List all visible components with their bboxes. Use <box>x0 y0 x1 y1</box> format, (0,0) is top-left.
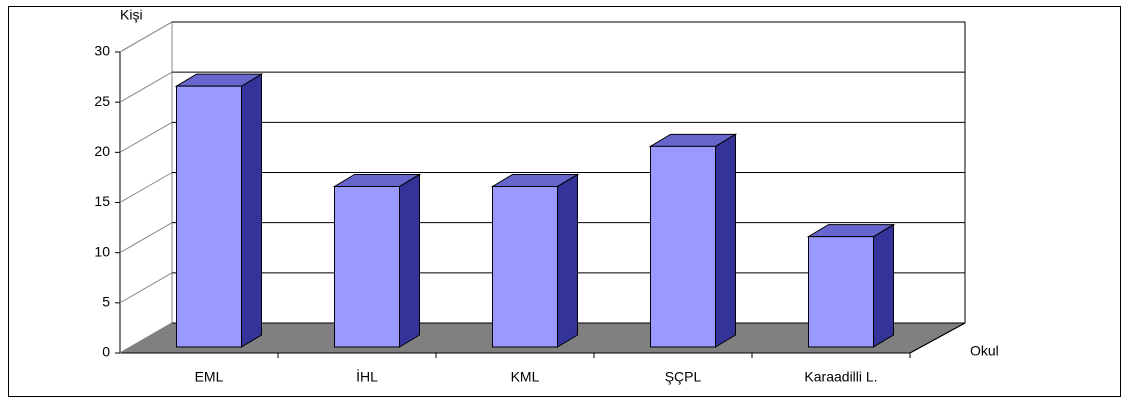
bar <box>492 185 558 348</box>
y-axis-label: Kişi <box>120 7 143 23</box>
x-axis-label: Okul <box>970 343 999 359</box>
bar <box>334 185 400 348</box>
grid-line <box>119 21 173 53</box>
y-tick-label: 20 <box>94 143 110 159</box>
grid-line <box>119 222 173 254</box>
y-tick-label: 25 <box>94 93 110 109</box>
grid-line <box>119 172 173 203</box>
x-tick-label: ŞÇPL <box>665 369 702 385</box>
y-tick-label: 5 <box>102 294 110 310</box>
grid-line <box>119 71 173 103</box>
bar-side <box>557 173 578 348</box>
x-tick-label: Karaadilli L. <box>804 369 877 385</box>
bar <box>650 145 716 348</box>
x-tick-label: KML <box>511 369 540 385</box>
grid-line <box>119 322 173 354</box>
bar-side <box>399 173 420 348</box>
bar-side <box>873 223 894 348</box>
x-depth <box>909 322 966 354</box>
y-tick-label: 30 <box>94 43 110 59</box>
bar-side <box>715 133 736 348</box>
bar-side <box>241 73 262 348</box>
bar <box>808 236 874 348</box>
bar <box>176 85 242 348</box>
x-tick-label: İHL <box>356 368 378 385</box>
y-tick-label: 0 <box>102 344 110 360</box>
y-tick-label: 15 <box>94 193 110 209</box>
grid-line <box>119 272 173 304</box>
grid-line <box>119 121 173 153</box>
y-tick-label: 10 <box>94 243 110 259</box>
x-tick-label: EML <box>195 369 224 385</box>
